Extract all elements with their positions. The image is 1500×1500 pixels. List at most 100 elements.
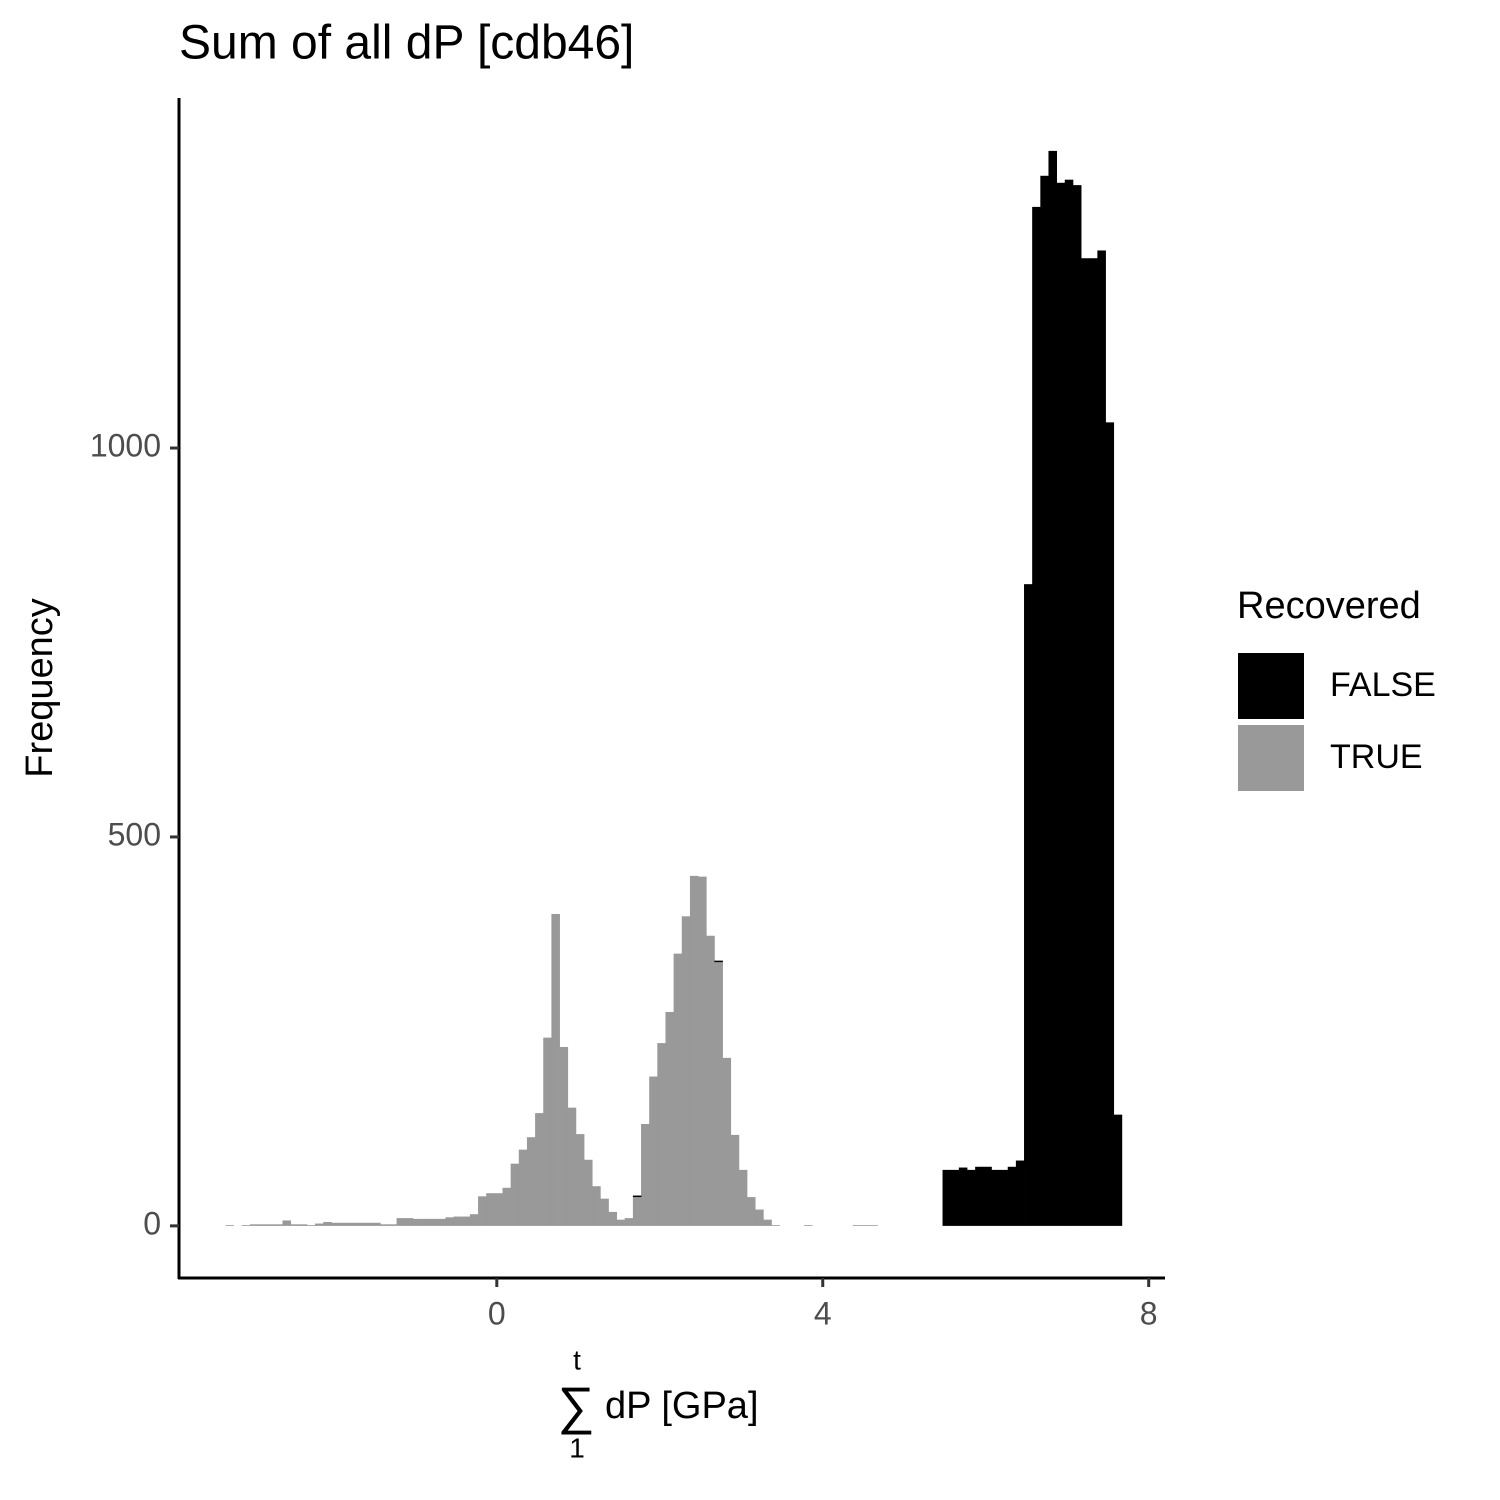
histogram-bar [649, 1076, 658, 1226]
histogram-bar [861, 1225, 870, 1226]
histogram-bar [486, 1193, 495, 1226]
histogram-bar [543, 1037, 552, 1226]
histogram-bar [323, 1221, 332, 1226]
histogram-bar [852, 1225, 862, 1226]
y-tick-label: 500 [108, 816, 161, 852]
legend-key [1238, 653, 1304, 719]
histogram-bar [461, 1216, 471, 1226]
histogram-bar [1064, 179, 1074, 1226]
histogram-bar [502, 1187, 512, 1226]
histogram-bar [258, 1224, 267, 1226]
histogram-bar [249, 1224, 259, 1226]
histogram-bar [290, 1224, 300, 1226]
histogram-bar [1024, 584, 1033, 1226]
histogram-bar [804, 1225, 813, 1226]
histogram-bar [763, 1219, 772, 1226]
histogram-bar [535, 1113, 544, 1226]
histogram-bar [526, 1137, 536, 1226]
y-axis-title: Frequency [19, 598, 61, 778]
histogram-bar [396, 1218, 406, 1226]
histogram-bar [714, 962, 723, 1226]
x-axis-lower: 1 [569, 1432, 585, 1463]
legend-label: TRUE [1330, 738, 1423, 776]
histogram-bar [641, 1123, 650, 1226]
histogram-bar [306, 1225, 316, 1226]
histogram-bar [331, 1222, 340, 1226]
y-tick-label: 0 [143, 1205, 161, 1241]
histogram-bar [958, 1167, 968, 1226]
histogram-bar [869, 1225, 878, 1226]
histogram-bar [437, 1218, 446, 1226]
histogram-bar [567, 1107, 577, 1226]
histogram-bar [575, 1134, 585, 1226]
histogram-bar [673, 953, 683, 1226]
histogram-bar [241, 1225, 251, 1226]
histogram-bar [494, 1193, 503, 1226]
histogram-bar [453, 1216, 463, 1226]
histogram-bar [592, 1186, 601, 1226]
histogram-bar [469, 1214, 479, 1226]
x-tick-label: 4 [814, 1295, 832, 1331]
histogram-bar [738, 1169, 748, 1226]
histogram-bar [975, 1166, 984, 1226]
histogram-bar [355, 1222, 365, 1226]
histogram-bar [478, 1196, 487, 1226]
histogram-bar [600, 1198, 609, 1226]
histogram-bar [1113, 1114, 1123, 1226]
histogram-bar [518, 1149, 528, 1226]
legend-label: FALSE [1330, 666, 1436, 704]
histogram-bar [225, 1225, 234, 1226]
histogram-bar [347, 1222, 357, 1226]
histogram-bar [445, 1217, 455, 1226]
histogram-bar [266, 1224, 275, 1226]
x-axis-operator: ∑ [557, 1378, 594, 1436]
histogram-bar [722, 1057, 732, 1226]
histogram-bar [510, 1163, 520, 1226]
histogram-bar [746, 1197, 756, 1226]
histogram-bar [624, 1218, 634, 1226]
histogram-bar [559, 1046, 569, 1226]
histogram-bar [632, 1195, 642, 1198]
histogram-bar [315, 1223, 324, 1226]
legend-key [1238, 725, 1304, 791]
histogram-bar [950, 1169, 960, 1226]
histogram-bar [274, 1224, 283, 1226]
histogram-bar [363, 1222, 373, 1226]
legend-title: Recovered [1237, 585, 1421, 627]
histogram-bar [412, 1218, 422, 1226]
histogram-bar [1015, 1160, 1025, 1226]
histogram-bar [714, 960, 723, 963]
histogram-bar [632, 1197, 642, 1226]
histogram-bar [698, 876, 707, 1226]
chart-title: Sum of all dP [cdb46] [179, 17, 634, 70]
x-tick-label: 8 [1140, 1295, 1158, 1331]
histogram-bar [583, 1159, 593, 1226]
histogram-bar [1081, 258, 1090, 1226]
histogram-bar [616, 1219, 626, 1226]
histogram-bar [388, 1224, 397, 1226]
histogram-bar [991, 1169, 1000, 1226]
histogram-bar [1089, 258, 1098, 1226]
histogram-bar [1072, 185, 1082, 1226]
histogram-bar [1105, 422, 1115, 1226]
histogram-bar [608, 1211, 617, 1226]
histogram-bar [657, 1043, 666, 1226]
x-axis-upper: t [573, 1344, 581, 1375]
histogram-bar [380, 1224, 389, 1226]
histogram-bar [1040, 175, 1049, 1226]
histogram-bar [665, 1011, 675, 1226]
histogram-bar [966, 1169, 976, 1226]
histogram-bar [372, 1222, 381, 1226]
histogram-bar [706, 935, 715, 1226]
x-tick-label: 0 [488, 1295, 506, 1331]
x-axis-title: dP [GPa] [605, 1385, 759, 1427]
histogram-bar [681, 916, 691, 1226]
histogram-bar [421, 1218, 430, 1226]
histogram-bar [730, 1134, 740, 1226]
histogram-bar [983, 1166, 992, 1226]
histogram-bar [339, 1222, 349, 1226]
histogram-bar [1032, 206, 1041, 1226]
histogram-bar [298, 1224, 308, 1226]
